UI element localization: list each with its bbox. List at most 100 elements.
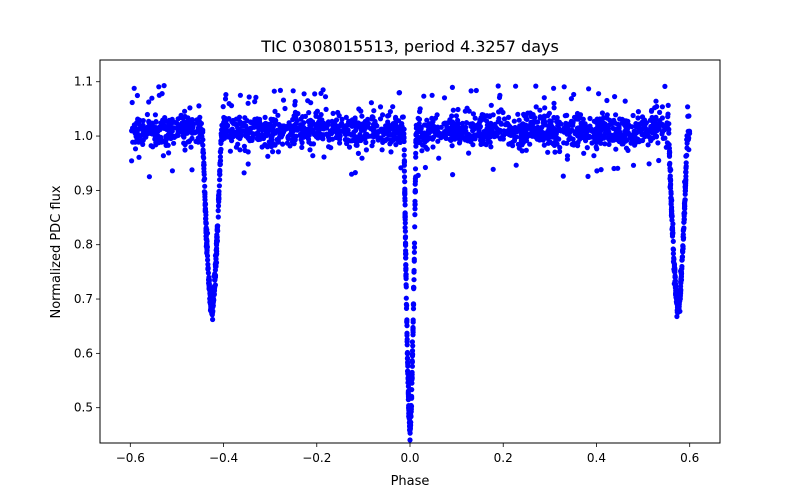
data-point [421,93,427,99]
data-point [370,139,376,145]
data-point [611,165,617,172]
data-point [213,256,219,262]
data-point [519,148,525,154]
data-point [285,133,291,139]
data-point [412,224,418,230]
data-point [201,171,207,178]
data-point [483,142,489,148]
data-point [554,141,560,147]
data-point [218,138,224,144]
data-point [597,116,603,122]
data-point [541,95,547,101]
data-point [487,139,493,145]
data-point [201,162,207,168]
data-point [515,111,521,117]
data-point [413,132,419,138]
data-point [335,126,341,132]
data-point [592,118,599,124]
data-point [468,138,474,144]
data-point [669,207,675,213]
data-point [511,118,517,124]
data-point [166,117,172,123]
data-point [276,128,282,134]
data-point [670,247,677,253]
data-point [449,84,455,90]
data-point [369,143,375,149]
data-point [424,122,431,128]
data-point [468,88,474,94]
data-point [450,172,456,178]
data-point [455,117,461,123]
data-point [497,136,503,142]
data-point [259,132,265,138]
data-point [606,135,612,141]
data-point [459,125,466,131]
data-point [630,162,637,168]
data-point [203,219,209,225]
data-point [399,121,405,127]
data-point [133,129,139,135]
data-point [308,117,314,123]
data-point [361,135,367,141]
data-point [153,131,159,137]
data-point [402,228,408,234]
data-point [612,120,619,126]
data-point [403,271,409,277]
data-point [400,114,406,120]
data-point [523,147,529,153]
data-point [201,177,207,183]
data-point [277,134,283,140]
data-point [541,142,547,148]
x-tick-label: −0.2 [302,451,331,465]
data-point [406,407,412,413]
data-point [301,120,307,126]
data-point [359,122,365,128]
data-point [542,119,548,125]
data-point [203,225,209,231]
y-tick-label: 0.9 [74,183,93,197]
data-point [672,273,678,279]
data-point [571,91,577,98]
data-point [245,161,251,167]
data-point [402,186,408,192]
data-point [180,133,187,139]
data-point [411,269,417,275]
data-point [308,129,314,135]
data-point [518,135,524,141]
data-point [666,121,672,127]
data-point [401,160,407,166]
data-point [202,194,208,200]
data-point [349,132,355,138]
data-point [484,118,490,124]
data-point [470,111,476,117]
data-point [412,198,418,204]
data-point [652,105,658,111]
data-point [241,143,247,149]
data-point [633,136,639,142]
data-point [578,120,584,126]
data-point [668,195,674,201]
data-point [217,177,223,183]
data-point [270,149,276,155]
data-point [330,110,336,116]
data-point [132,124,138,130]
data-point [262,114,268,120]
data-point [396,139,402,145]
data-point [275,149,281,155]
data-point [189,167,195,173]
data-point [301,91,307,97]
data-point [205,257,211,263]
data-point [677,291,683,297]
data-point [219,127,225,133]
data-point [594,146,600,152]
data-point [262,128,269,134]
data-point [205,261,211,267]
data-point [545,149,551,155]
data-point [676,298,682,305]
data-point [533,83,539,89]
y-tick-label: 0.6 [74,346,93,360]
data-point [403,248,409,254]
data-point [205,270,211,276]
data-point [181,140,187,146]
data-point [580,132,586,138]
